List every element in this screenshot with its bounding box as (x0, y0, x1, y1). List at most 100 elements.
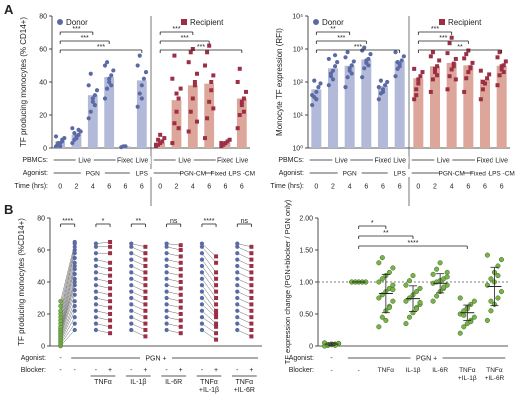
data-point-right (72, 251, 77, 256)
row-label-bg (216, 156, 235, 164)
data-point-right (249, 296, 254, 300)
data-point-left (164, 308, 169, 313)
data-point (478, 97, 483, 102)
pair-line (237, 310, 252, 318)
data-point-left (235, 257, 240, 262)
data-point-left (129, 257, 134, 262)
data-point (176, 96, 181, 101)
data-point (406, 295, 413, 301)
data-point (434, 266, 440, 272)
data-point (109, 73, 114, 78)
agonist-pgn: PGN + (416, 356, 437, 363)
data-point-right (108, 260, 113, 265)
time-label: 0 (416, 184, 420, 191)
data-point (139, 83, 144, 88)
pair-line (131, 304, 146, 311)
data-point (219, 144, 224, 149)
data-point (62, 136, 67, 141)
data-point-left (235, 302, 240, 307)
data-point-left (199, 241, 205, 246)
data-point (435, 73, 440, 78)
data-point-left (235, 295, 240, 301)
data-point-left (235, 270, 240, 275)
data-point (390, 265, 396, 271)
data-point-right (214, 276, 219, 281)
row-label-bg (180, 169, 205, 177)
data-point-right (72, 267, 77, 272)
significance-label: * (102, 218, 105, 225)
data-point (451, 64, 456, 69)
agonist-pgn: PGN + (145, 356, 166, 363)
blocker-name: TNFα (236, 379, 254, 386)
data-point (188, 109, 193, 114)
row-label-agonist: Agonist: (289, 355, 314, 362)
data-point-left (129, 276, 134, 281)
data-point (485, 76, 490, 81)
y-tick-label: 0 (43, 146, 47, 153)
pair-line (60, 310, 75, 342)
data-point-right (108, 305, 113, 310)
blocker-name: +IL-6R (234, 387, 255, 394)
data-point (174, 91, 179, 96)
data-point-right (143, 270, 148, 275)
data-point-right (72, 321, 77, 326)
pair-line (201, 278, 217, 299)
pair-line (131, 246, 146, 254)
data-point (393, 74, 398, 79)
y-tick-label: 20 (39, 113, 47, 120)
bar (171, 100, 182, 148)
row-label-agonist: Agonist: (21, 355, 46, 362)
row-label-time: Time (hrs): (14, 183, 48, 190)
data-point-left (199, 270, 205, 275)
blocker-sign: + (143, 367, 147, 374)
data-point (227, 137, 232, 142)
data-point (430, 271, 436, 277)
pair-line (201, 246, 217, 263)
data-point-right (178, 312, 183, 316)
data-point-right (72, 271, 77, 277)
pair-line (166, 304, 181, 308)
significance-label: *** (439, 35, 447, 42)
significance-label: * (371, 220, 374, 227)
data-point (499, 67, 504, 72)
blocker-name: IL-1β (130, 379, 146, 386)
legend-label: Recipient (448, 18, 482, 27)
data-point-right (108, 280, 113, 284)
data-point (376, 324, 382, 330)
data-point (186, 60, 191, 65)
data-point (498, 257, 505, 263)
blocker-sign: - (59, 367, 62, 374)
data-point (92, 103, 98, 108)
data-point (382, 83, 388, 88)
bar (378, 86, 388, 148)
row-label-bg (132, 156, 151, 164)
agonist-label: Fixed -CM (470, 171, 500, 178)
bar (496, 65, 507, 148)
pair-line (131, 317, 146, 324)
data-point (386, 305, 392, 311)
data-point-left (199, 263, 205, 269)
data-point (437, 260, 443, 266)
pair-line (166, 323, 181, 327)
data-point (376, 295, 382, 301)
data-point-right (143, 321, 148, 326)
pair-line (201, 265, 217, 286)
pair-line (60, 273, 75, 329)
data-point (497, 73, 502, 78)
agonist-minus: - (59, 355, 62, 362)
data-point (332, 53, 338, 58)
row-label-bg (434, 156, 453, 164)
pair-line (60, 294, 75, 337)
data-point-right (178, 305, 183, 310)
time-label: 4 (348, 184, 352, 191)
row-label-bg (476, 156, 494, 164)
pbmc-label: Live (135, 158, 148, 165)
data-point (107, 79, 112, 85)
data-point-right (143, 257, 148, 262)
bar (394, 61, 405, 149)
data-point-right (214, 312, 219, 316)
time-label: 0 (158, 184, 162, 191)
data-point (478, 68, 483, 73)
significance-label: *** (431, 26, 439, 33)
pair-line (237, 246, 252, 254)
